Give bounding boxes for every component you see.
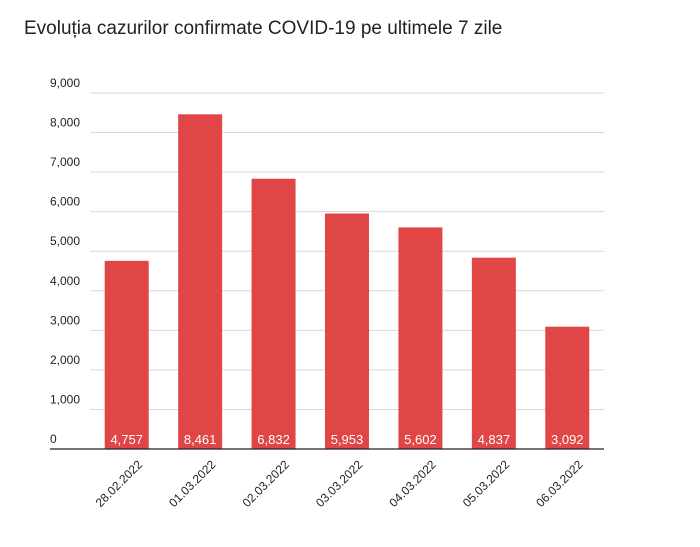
data-label: 4,757: [110, 432, 143, 447]
x-tick-label: 06.03.2022: [533, 457, 586, 510]
y-tick-label: 5,000: [50, 234, 80, 248]
x-tick-label: 05.03.2022: [460, 457, 513, 510]
data-label: 5,953: [331, 432, 364, 447]
bar: [545, 326, 590, 449]
bar: [251, 178, 296, 449]
x-tick-label: 28.02.2022: [93, 457, 146, 510]
bar: [325, 213, 369, 449]
x-axis-ticks: 28.02.2022 01.03.2022 02.03.2022 03.03.2022…: [93, 457, 586, 510]
y-tick-label: 0: [50, 432, 57, 446]
y-axis-ticks: 0 1,000 2,000 3,000 4,000 5,000 6,000 7,000 8,00…: [50, 76, 80, 446]
bars: [104, 114, 590, 450]
data-labels: 4,757 8,461 6,832 5,953 5,602 4,837 3,092: [110, 432, 583, 447]
chart-title: Evoluția cazurilor confirmate COVID-19 p…: [24, 18, 503, 39]
bar: [398, 227, 443, 449]
x-tick-label: 04.03.2022: [386, 457, 439, 510]
y-tick-label: 7,000: [50, 155, 80, 169]
x-tick-label: 02.03.2022: [240, 457, 293, 510]
y-tick-label: 4,000: [50, 274, 80, 288]
y-tick-label: 1,000: [50, 392, 80, 406]
data-label: 3,092: [551, 432, 584, 447]
bar: [178, 114, 223, 450]
y-tick-label: 2,000: [50, 353, 80, 367]
y-tick-label: 8,000: [50, 116, 80, 130]
data-label: 4,837: [478, 432, 511, 447]
data-label: 5,602: [404, 432, 437, 447]
y-tick-label: 6,000: [50, 195, 80, 209]
data-label: 6,832: [257, 432, 290, 447]
x-tick-label: 03.03.2022: [313, 457, 366, 510]
y-tick-label: 9,000: [50, 76, 80, 90]
x-tick-label: 01.03.2022: [166, 457, 219, 510]
bar: [104, 260, 149, 449]
bar: [471, 257, 516, 449]
y-tick-label: 3,000: [50, 313, 80, 327]
data-label: 8,461: [184, 432, 217, 447]
